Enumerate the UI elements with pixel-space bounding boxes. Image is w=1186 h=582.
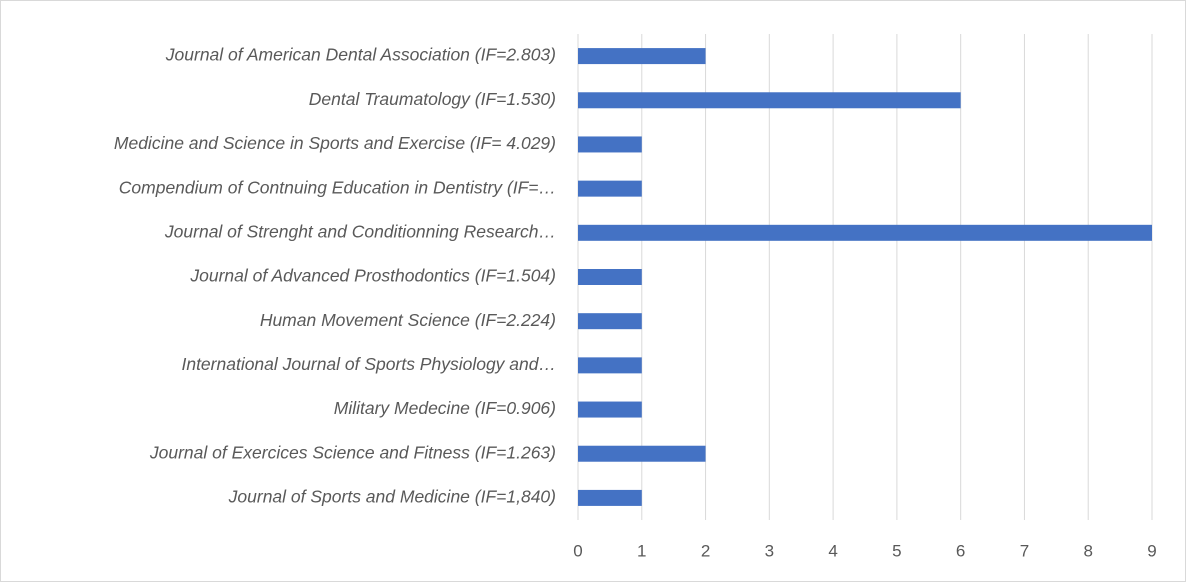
bar [578,136,642,153]
bar [578,48,706,65]
bar [578,224,1152,241]
x-tick-label: 3 [765,541,774,560]
x-tick-label: 5 [892,541,901,560]
y-tick-label: Military Medecine (IF=0.906) [334,398,556,418]
x-tick-label: 2 [701,541,710,560]
x-tick-label: 0 [573,541,582,560]
bar [578,92,961,109]
bar [578,489,642,506]
bar [578,401,642,418]
bar [578,313,642,330]
y-tick-label: Journal of American Dental Association (… [165,45,556,65]
x-tick-label: 1 [637,541,646,560]
bar [578,269,642,285]
y-tick-label: Compendium of Contnuing Education in Den… [119,177,556,197]
x-tick-label: 6 [956,541,965,560]
y-tick-label: Medicine and Science in Sports and Exerc… [114,133,556,153]
y-tick-label: Journal of Exercices Science and Fitness… [149,442,556,462]
y-tick-label: International Journal of Sports Physiolo… [181,354,556,374]
x-tick-label: 7 [1020,541,1029,560]
y-tick-label: Dental Traumatology (IF=1.530) [309,89,556,109]
x-tick-label: 9 [1147,541,1156,560]
x-tick-label: 4 [828,541,837,560]
x-tick-label: 8 [1083,541,1092,560]
y-tick-label: Journal of Advanced Prosthodontics (IF=1… [189,266,556,286]
y-tick-label: Journal of Strenght and Conditionning Re… [164,221,556,241]
bar [578,180,642,197]
bar [578,445,706,462]
y-tick-label: Journal of Sports and Medicine (IF=1,840… [228,487,556,507]
bar [578,357,642,374]
y-tick-label: Human Movement Science (IF=2.224) [260,310,556,330]
